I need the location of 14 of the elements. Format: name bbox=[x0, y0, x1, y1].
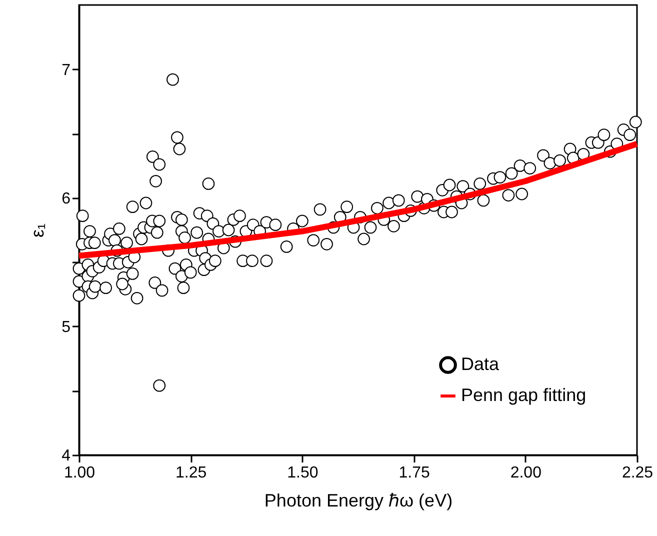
x-tick-label: 2.00 bbox=[510, 464, 542, 482]
y-tick-label: 7 bbox=[62, 62, 71, 79]
legend-label: Data bbox=[461, 354, 500, 374]
x-tick-label: 1.25 bbox=[176, 464, 207, 482]
x-tick-label: 1.50 bbox=[287, 464, 318, 482]
x-tick-label: 1.00 bbox=[64, 464, 96, 482]
x-tick-label: 2.25 bbox=[622, 464, 654, 482]
y-axis-title: ε₁ bbox=[28, 223, 48, 238]
y-tick-label: 6 bbox=[62, 190, 71, 208]
y-tick-label: 5 bbox=[62, 318, 71, 336]
x-axis-title: Photon Energy ℏω (eV) bbox=[264, 490, 453, 510]
x-tick-label: 1.75 bbox=[398, 464, 430, 482]
y-tick-label: 4 bbox=[62, 448, 71, 464]
legend-label: Penn gap fitting bbox=[461, 385, 586, 405]
